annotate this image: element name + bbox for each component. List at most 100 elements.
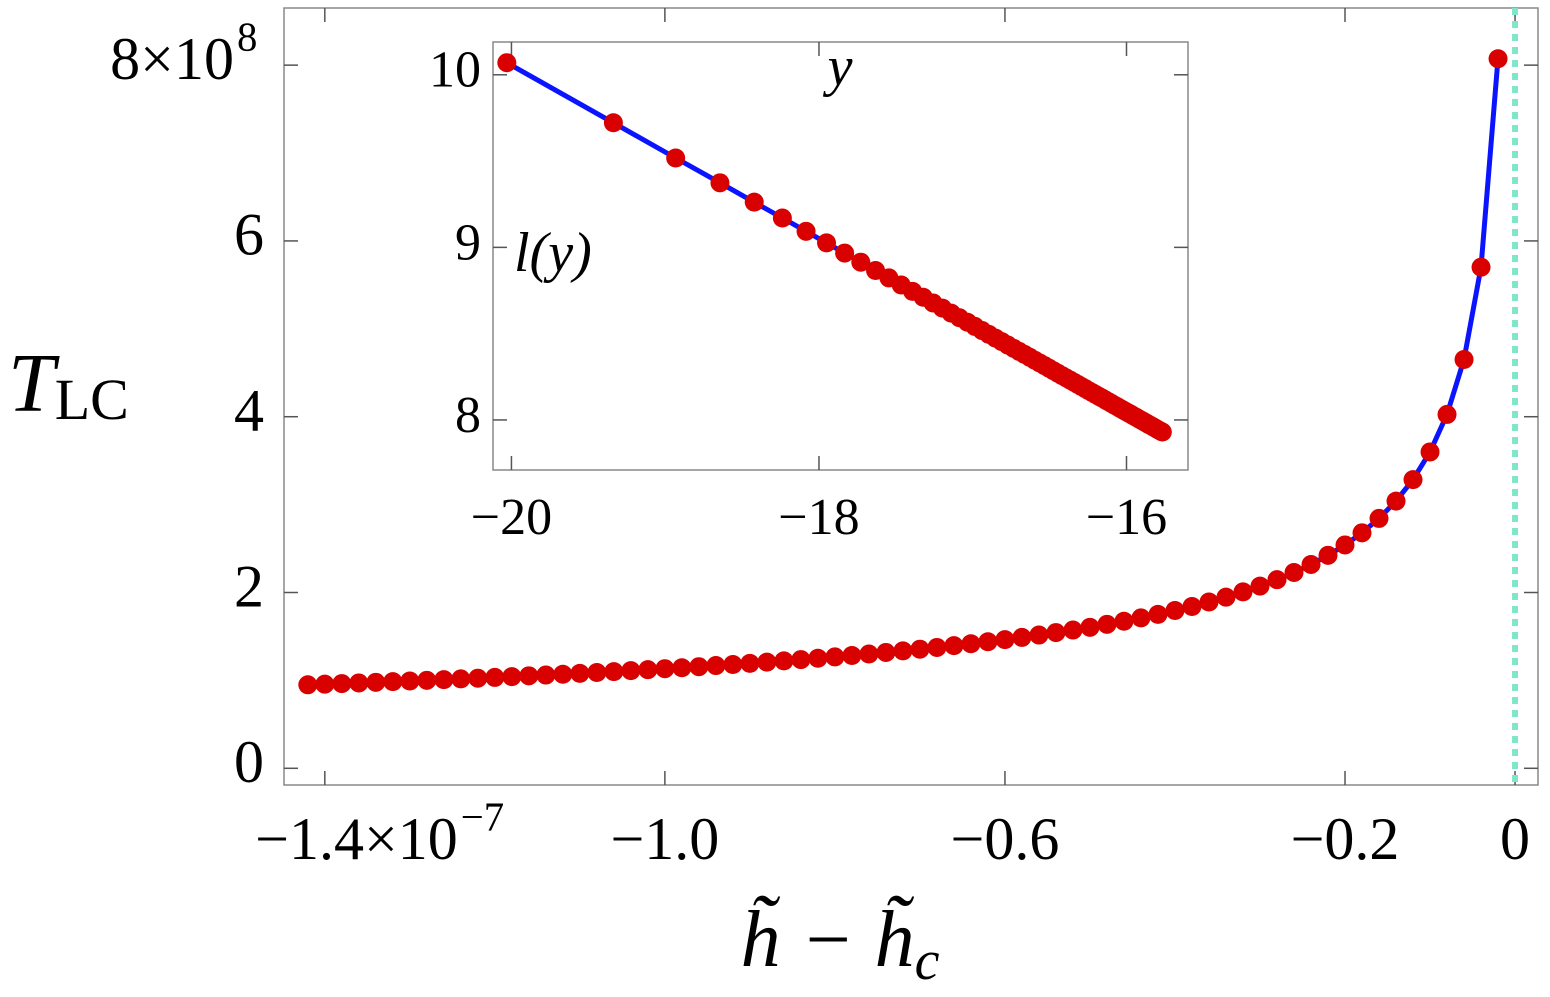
data-point (1403, 470, 1423, 490)
data-point (1012, 627, 1032, 647)
data-point (791, 650, 811, 670)
data-point (570, 663, 590, 683)
data-point (910, 639, 930, 659)
x-axis-label: h̃ − h̃c (741, 896, 940, 992)
data-point (723, 654, 743, 674)
data-point (451, 669, 471, 689)
data-point (757, 652, 777, 672)
data-point (876, 642, 896, 662)
data-point (851, 252, 871, 272)
y-tick-exponent: 8 (237, 14, 257, 59)
data-point (621, 661, 641, 681)
data-point (672, 658, 692, 678)
y-tick-label: 8 (455, 387, 481, 444)
data-point (1131, 608, 1151, 628)
data-point (485, 667, 505, 687)
x-label-sub: c (915, 930, 940, 992)
y-label-main: T (8, 337, 60, 430)
data-point (842, 646, 862, 666)
data-point (417, 670, 437, 690)
data-point (1267, 570, 1287, 590)
x-tick-exponent: −7 (461, 794, 504, 839)
data-point (1386, 491, 1406, 511)
y-label-sub: LC (55, 367, 129, 432)
data-point (817, 233, 837, 253)
data-point (835, 243, 855, 263)
x-tick-label: −1.0 (610, 806, 719, 872)
data-point (468, 668, 488, 688)
data-point (1250, 576, 1270, 596)
data-point (1029, 625, 1049, 645)
inset-x-label: y (823, 36, 853, 98)
data-point (744, 192, 764, 212)
data-point (497, 53, 517, 73)
y-tick-label: 6 (234, 202, 264, 268)
data-point (1369, 508, 1389, 528)
data-point (1199, 592, 1219, 612)
data-point (772, 208, 792, 228)
data-point (1471, 257, 1491, 277)
data-point (298, 675, 318, 695)
data-point (603, 113, 623, 133)
y-axis-label: TLC (8, 337, 129, 432)
data-point (1420, 442, 1440, 462)
x-tick-label: −0.6 (951, 806, 1060, 872)
x-tick-label: −1.4×10 (255, 806, 458, 872)
data-point (796, 221, 816, 241)
data-point (927, 637, 947, 657)
data-point (315, 674, 335, 694)
data-point (1182, 596, 1202, 616)
x-tick-label: −0.2 (1291, 806, 1400, 872)
data-point (706, 656, 726, 676)
data-point (1233, 582, 1253, 602)
data-point (978, 632, 998, 652)
data-point (1097, 614, 1117, 634)
data-point (1114, 611, 1134, 631)
data-point (1284, 562, 1304, 582)
y-tick-label: 10 (429, 42, 481, 99)
data-point (655, 659, 675, 679)
data-point (1318, 545, 1338, 565)
data-point (1165, 601, 1185, 621)
data-point (1046, 623, 1066, 643)
inset-y-label: l(y) (514, 222, 592, 284)
y-tick-label: 0 (234, 729, 264, 795)
data-point (400, 671, 420, 691)
y-tick-label: 4 (234, 377, 264, 443)
data-point (859, 644, 879, 664)
x-label-main: h̃ − h̃ (741, 896, 915, 984)
data-point (1080, 617, 1100, 637)
data-point (1454, 349, 1474, 369)
data-point (710, 173, 730, 193)
data-point (689, 657, 709, 677)
data-point (825, 647, 845, 667)
data-point (332, 674, 352, 694)
x-tick-label: 0 (1500, 806, 1530, 872)
data-point (1216, 587, 1236, 607)
y-tick-label: 9 (455, 214, 481, 271)
data-point (383, 672, 403, 692)
data-point (1352, 523, 1372, 543)
data-point (604, 662, 624, 682)
data-point (774, 651, 794, 671)
data-point (502, 667, 522, 687)
data-point (1437, 404, 1457, 424)
data-point (666, 148, 686, 168)
data-point (1335, 535, 1355, 555)
x-tick-label: −16 (1086, 489, 1167, 546)
data-point (740, 653, 760, 673)
data-point (349, 673, 369, 693)
data-point (893, 641, 913, 661)
data-point (961, 634, 981, 654)
data-point (944, 636, 964, 656)
data-point (434, 670, 454, 690)
x-tick-label: −18 (778, 489, 859, 546)
data-point (866, 260, 886, 280)
data-point (1488, 49, 1508, 69)
x-tick-label: −20 (471, 489, 552, 546)
data-point (1063, 620, 1083, 640)
data-point (808, 648, 828, 668)
data-point (553, 664, 573, 684)
data-point (536, 665, 556, 685)
